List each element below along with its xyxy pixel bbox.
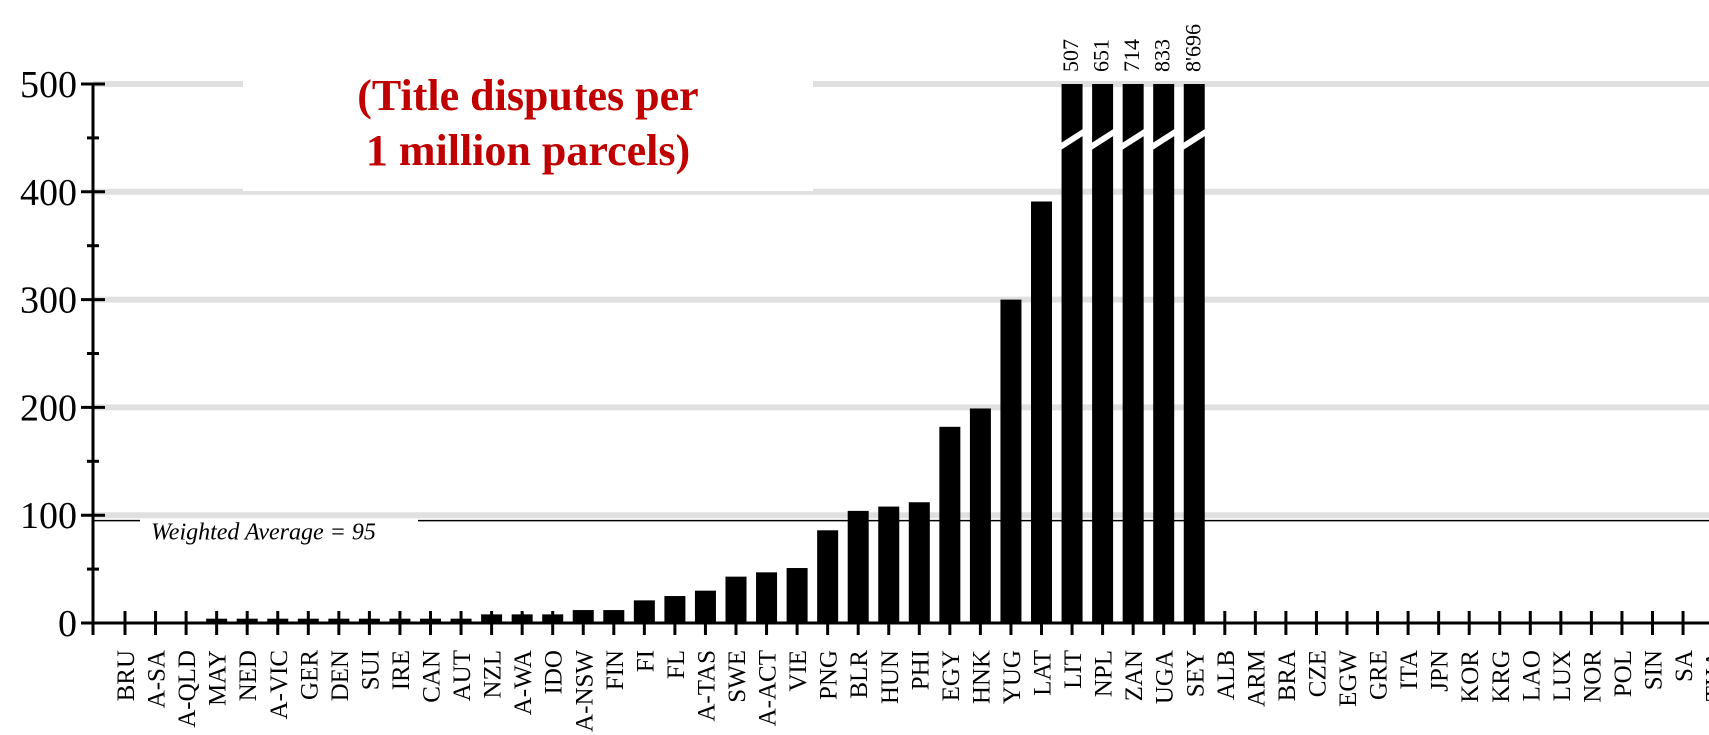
x-tick-label-HNK: HNK xyxy=(968,650,995,704)
x-tick-label-THA: THA xyxy=(1702,650,1709,701)
bar-value-label-SEY: 8'696 xyxy=(1180,24,1205,72)
x-tick-label-SWE: SWE xyxy=(724,650,751,703)
x-tick-label-UGA: UGA xyxy=(1152,650,1179,704)
x-tick-label-SEY: SEY xyxy=(1182,650,1209,697)
bar-A-TAS xyxy=(694,590,716,623)
bar-value-label-ZAN: 714 xyxy=(1119,39,1144,72)
bar-NPL xyxy=(1092,84,1114,623)
x-tick-label-ZAN: ZAN xyxy=(1121,650,1148,701)
x-tick-label-SIN: SIN xyxy=(1641,650,1668,690)
break-mark-ZAN xyxy=(1120,127,1146,151)
x-tick-label-AUT: AUT xyxy=(449,650,476,701)
x-tick-label-NZL: NZL xyxy=(480,650,507,699)
x-tick-label-NED: NED xyxy=(235,650,262,701)
x-tick-label-YUG: YUG xyxy=(999,650,1026,704)
bar-PNG xyxy=(817,530,839,623)
axes: 0 100 200 300 400 500 xyxy=(20,64,1709,645)
x-tick-label-ALB: ALB xyxy=(1213,650,1240,700)
x-tick-label-ARM: ARM xyxy=(1243,650,1270,707)
x-tick-label-LIT: LIT xyxy=(1060,650,1087,689)
bar-PHI xyxy=(908,502,930,623)
bar-HNK xyxy=(969,408,991,623)
x-tick-label-GRE: GRE xyxy=(1366,650,1393,700)
x-tick-label-MAY: MAY xyxy=(205,650,232,706)
x-tick-label-FIN: FIN xyxy=(602,650,629,690)
x-tick-label-LAO: LAO xyxy=(1518,650,1545,701)
x-tick-label-PHI: PHI xyxy=(907,650,934,690)
x-tick-label-A-QLD: A-QLD xyxy=(174,650,201,728)
weighted-average: Weighted Average = 95 xyxy=(93,520,1709,546)
x-tick-label-DEN: DEN xyxy=(327,650,354,701)
x-tick-label-KRG: KRG xyxy=(1488,650,1515,703)
x-tick-label-A-SA: A-SA xyxy=(144,650,171,708)
break-mark-LIT xyxy=(1059,127,1085,151)
title-background xyxy=(243,66,813,191)
x-tick-label-FI: FI xyxy=(632,650,659,672)
bar-VIE xyxy=(786,568,808,623)
x-tick-label-HUN: HUN xyxy=(877,650,904,704)
x-tick-label-A-WA: A-WA xyxy=(510,650,537,715)
x-tick-label-BRA: BRA xyxy=(1274,650,1301,701)
break-mark-NPL xyxy=(1090,127,1116,151)
x-tick-label-ITA: ITA xyxy=(1396,650,1423,690)
x-tick-label-SUI: SUI xyxy=(357,650,384,690)
bar-UGA xyxy=(1153,84,1175,623)
labels: 507 651 714 833 8'696 BRU A-SA A-QLD MAY NED A-VIC… xyxy=(113,24,1709,732)
bar-HUN xyxy=(878,506,900,623)
y-tick-label-0: 0 xyxy=(58,603,77,645)
break-mark-UGA xyxy=(1151,127,1177,151)
x-tick-label-A-ACT: A-ACT xyxy=(755,650,782,726)
x-tick-label-IDO: IDO xyxy=(541,650,568,694)
x-tick-label-GER: GER xyxy=(296,650,323,700)
x-tick-label-PNG: PNG xyxy=(816,650,843,700)
x-tick-label-POL: POL xyxy=(1610,650,1637,697)
bar-FL xyxy=(664,596,686,623)
x-tick-label-BRU: BRU xyxy=(113,650,140,701)
y-tick-label-400: 400 xyxy=(20,172,77,214)
x-tick-label-VIE: VIE xyxy=(785,650,812,692)
chart-title-line-2: 1 million parcels) xyxy=(366,126,690,175)
y-tick-label-200: 200 xyxy=(20,387,77,429)
bar-YUG xyxy=(1000,299,1022,623)
x-tick-label-A-TAS: A-TAS xyxy=(693,650,720,722)
bar-value-label-UGA: 833 xyxy=(1150,39,1175,72)
bar-value-label-NPL: 651 xyxy=(1089,39,1114,72)
x-tick-label-A-NSW: A-NSW xyxy=(571,650,598,732)
bar-A-ACT xyxy=(756,572,778,623)
x-tick-label-NOR: NOR xyxy=(1579,650,1606,703)
x-tick-label-JPN: JPN xyxy=(1427,650,1454,692)
x-tick-label-BLR: BLR xyxy=(846,650,873,699)
bar-BLR xyxy=(847,510,869,623)
x-tick-label-CAN: CAN xyxy=(419,650,446,703)
bar-ZAN xyxy=(1122,84,1144,623)
bar-value-label-LIT: 507 xyxy=(1058,39,1083,72)
x-tick-label-IRE: IRE xyxy=(388,650,415,690)
average-label: Weighted Average = 95 xyxy=(151,520,376,546)
x-tick-label-LUX: LUX xyxy=(1549,650,1576,701)
x-tick-label-EGW: EGW xyxy=(1335,650,1362,707)
x-tick-label-A-VIC: A-VIC xyxy=(266,650,293,719)
x-tick-label-KOR: KOR xyxy=(1457,650,1484,703)
chart-title-line-1: (Title disputes per xyxy=(357,71,698,120)
x-tick-label-LAT: LAT xyxy=(1030,650,1057,696)
bar-EGY xyxy=(939,426,961,623)
bar-SWE xyxy=(725,576,747,623)
break-mark-SEY xyxy=(1181,127,1207,151)
y-tick-label-500: 500 xyxy=(20,64,77,106)
x-tick-label-SA: SA xyxy=(1671,650,1698,682)
x-tick-label-CZE: CZE xyxy=(1304,650,1331,697)
bar-SEY xyxy=(1183,84,1205,623)
x-tick-label-FL: FL xyxy=(663,650,690,679)
x-tick-label-EGY: EGY xyxy=(938,650,965,701)
x-tick-label-NPL: NPL xyxy=(1091,650,1118,697)
bar-LIT xyxy=(1061,84,1083,623)
y-tick-label-300: 300 xyxy=(20,280,77,322)
y-tick-label-100: 100 xyxy=(20,495,77,537)
bar-LAT xyxy=(1031,201,1052,623)
